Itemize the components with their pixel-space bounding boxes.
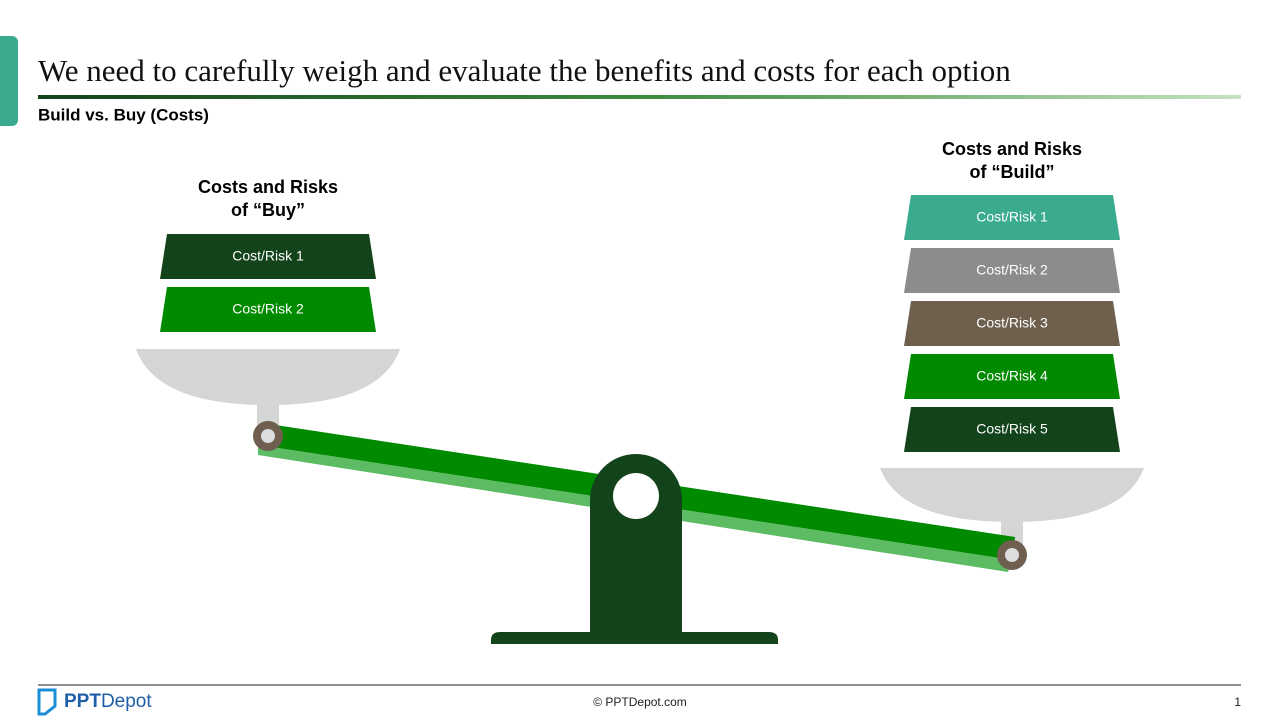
copyright: © PPTDepot.com [593, 695, 687, 709]
weight-block [904, 195, 1120, 240]
joint-center [261, 429, 275, 443]
accent-bar [0, 36, 18, 126]
pan-heading: of “Build” [970, 162, 1055, 182]
pan-heading: of “Buy” [231, 200, 305, 220]
weight-block [904, 248, 1120, 293]
title-rule [38, 95, 1241, 99]
weight-label: Cost/Risk 1 [232, 248, 304, 264]
slide-title: We need to carefully weigh and evaluate … [38, 53, 1011, 88]
joint-center [1005, 548, 1019, 562]
weight-label: Cost/Risk 5 [976, 421, 1048, 437]
pan-bowl [136, 349, 400, 405]
subtitle: Build vs. Buy (Costs) [38, 105, 209, 124]
logo-icon [37, 688, 57, 716]
logo: PPTDepot [64, 691, 152, 712]
weight-label: Cost/Risk 4 [976, 368, 1048, 384]
weight-label: Cost/Risk 3 [976, 315, 1048, 331]
weight-block [160, 287, 376, 332]
weight-label: Cost/Risk 1 [976, 209, 1048, 225]
blocks: Cost/Risk 1 Cost/Risk 2 Cost/Risk 1 Cost/Ri… [160, 195, 1120, 452]
weight-block [160, 234, 376, 279]
pivot-hole [613, 473, 659, 519]
pan-heading: Costs and Risks [198, 177, 338, 197]
weight-block [904, 301, 1120, 346]
weight-label: Cost/Risk 2 [232, 301, 304, 317]
weight-block [904, 354, 1120, 399]
page-number: 1 [1234, 695, 1241, 709]
logo-light: Depot [101, 691, 152, 712]
weight-label: Cost/Risk 2 [976, 262, 1048, 278]
logo-bold: PPT [64, 691, 101, 712]
pan-bowl [880, 468, 1144, 522]
pan-heading: Costs and Risks [942, 139, 1082, 159]
base [491, 632, 778, 644]
pivot [590, 454, 682, 634]
weight-block [904, 407, 1120, 452]
